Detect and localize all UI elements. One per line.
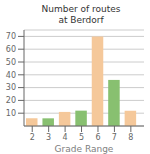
- svg-text:Grade Range: Grade Range: [55, 144, 114, 154]
- svg-text:70: 70: [8, 32, 16, 41]
- svg-text:10: 10: [8, 109, 16, 118]
- svg-text:2: 2: [30, 133, 35, 142]
- html-text:at Berdorf: at Berdorf: [58, 15, 104, 25]
- svg-text:50: 50: [8, 58, 16, 67]
- svg-text:20: 20: [8, 96, 16, 105]
- html-text:Number of routes: Number of routes: [41, 4, 121, 14]
- svg-text:7: 7: [112, 133, 117, 142]
- svg-text:8: 8: [128, 133, 133, 142]
- svg-text:40: 40: [8, 71, 16, 80]
- svg-text:5: 5: [79, 133, 84, 142]
- svg-text:60: 60: [8, 45, 16, 54]
- svg-text:30: 30: [8, 83, 16, 92]
- svg-text:3: 3: [46, 133, 51, 142]
- svg-text:4: 4: [63, 133, 68, 142]
- svg-text:6: 6: [95, 133, 100, 142]
